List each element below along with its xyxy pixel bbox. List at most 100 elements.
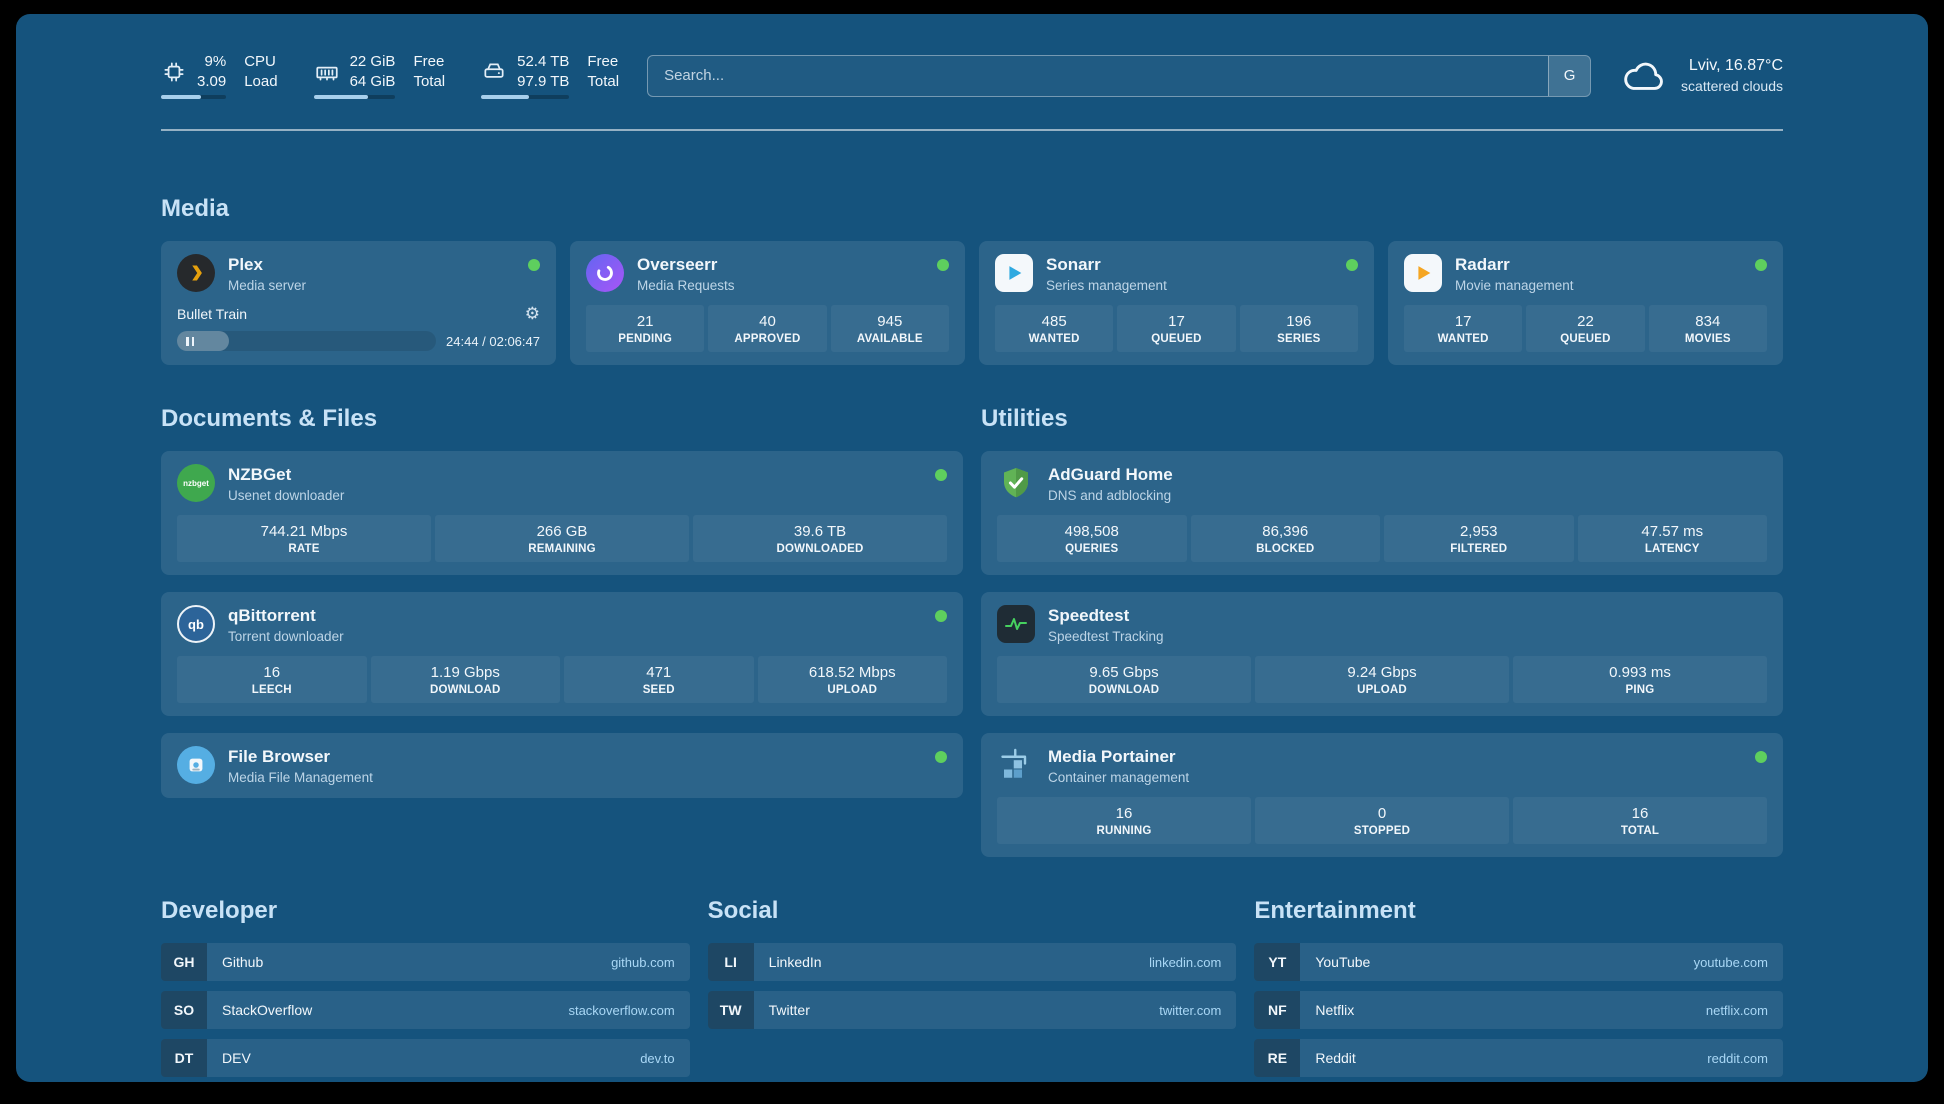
service-description: Media File Management — [228, 770, 373, 785]
stat-box: 16 RUNNING — [997, 797, 1251, 844]
disk-free-value: 52.4 TB — [517, 53, 570, 70]
service-description: Movie management — [1455, 278, 1574, 293]
service-description: DNS and adblocking — [1048, 488, 1172, 503]
bookmark-linkedin[interactable]: LI LinkedIn linkedin.com — [707, 943, 1237, 981]
media-section: Media Plex Media server — [161, 195, 1783, 365]
cpu-chip-icon — [161, 59, 187, 85]
social-section-title: Social — [707, 897, 779, 924]
portainer-card[interactable]: Media Portainer Container management 16 … — [981, 733, 1783, 857]
bookmark-github[interactable]: GH Github github.com — [161, 943, 690, 981]
playback-time: 24:44 / 02:06:47 — [446, 333, 540, 349]
bookmark-netflix[interactable]: NF Netflix netflix.com — [1254, 991, 1783, 1029]
stat-box: 21 PENDING — [586, 305, 705, 352]
stat-box: 17 QUEUED — [1117, 305, 1236, 352]
stackoverflow-icon: SO — [161, 991, 207, 1029]
stat-box: 47.57 ms LATENCY — [1577, 515, 1767, 562]
service-name: NZBGet — [228, 465, 292, 484]
adguard-shield-icon — [997, 464, 1035, 502]
stat-box: 9.65 Gbps DOWNLOAD — [997, 656, 1251, 703]
weather-location: Lviv, 16.87°C — [1688, 57, 1783, 74]
pause-icon[interactable] — [186, 336, 194, 346]
stat-box: 744.21 Mbps RATE — [177, 515, 431, 562]
youtube-icon: YT — [1254, 943, 1301, 981]
stat-box: 618.52 Mbps UPLOAD — [757, 656, 947, 703]
cpu-label: CPU — [244, 53, 276, 70]
stat-box: 2,953 FILTERED — [1384, 515, 1574, 562]
overseerr-card[interactable]: Overseerr Media Requests 21 PENDING 40 A… — [570, 241, 965, 365]
sonarr-icon — [995, 254, 1033, 292]
top-bar: 9% 3.09 CPU Load — [161, 52, 1783, 99]
social-bookmarks: Social LI LinkedIn linkedin.com TW Twitt… — [707, 897, 1237, 1039]
service-name: Media Portainer — [1048, 747, 1176, 766]
search-bar: G — [647, 54, 1592, 97]
stat-box: 9.24 Gbps UPLOAD — [1255, 656, 1509, 703]
radarr-card[interactable]: Radarr Movie management 17 WANTED 22 QUE… — [1388, 241, 1783, 365]
cpu-load-label: Load — [244, 72, 278, 90]
reddit-icon: RE — [1254, 1039, 1301, 1077]
bookmark-stackoverflow[interactable]: SO StackOverflow stackoverflow.com — [161, 991, 690, 1029]
stat-box: 945 AVAILABLE — [830, 305, 949, 352]
developer-bookmarks: Developer GH Github github.com SO StackO… — [161, 897, 690, 1082]
service-description: Media server — [228, 278, 307, 293]
weather-widget: Lviv, 16.87°C scattered clouds — [1621, 57, 1783, 94]
status-dot — [1755, 259, 1767, 271]
gear-icon[interactable]: ⚙ — [524, 304, 540, 323]
twitter-icon: TW — [707, 991, 754, 1029]
stat-box: 266 GB REMAINING — [435, 515, 689, 562]
disk-drive-icon — [481, 59, 507, 85]
adguard-card[interactable]: AdGuard Home DNS and adblocking 498,508 … — [981, 451, 1783, 575]
service-name: Overseerr — [637, 255, 718, 274]
stat-box: 834 MOVIES — [1648, 305, 1767, 352]
service-name: Radarr — [1455, 255, 1510, 274]
service-description: Usenet downloader — [228, 488, 345, 503]
disk-total-label: Total — [587, 72, 620, 90]
system-metrics: 9% 3.09 CPU Load — [161, 52, 619, 99]
stat-box: 40 APPROVED — [708, 305, 827, 352]
dev-icon: DT — [161, 1039, 207, 1077]
documents-section: Documents & Files nzbget NZBGet Usenet d… — [161, 405, 963, 798]
plex-card[interactable]: Plex Media server Bullet Train ⚙ — [161, 241, 556, 365]
bookmark-reddit[interactable]: RE Reddit reddit.com — [1254, 1039, 1783, 1077]
plex-player: 24:44 / 02:06:47 — [177, 331, 540, 351]
bookmark-dev[interactable]: DT DEV dev.to — [161, 1039, 690, 1077]
documents-section-title: Documents & Files — [161, 405, 378, 432]
sonarr-card[interactable]: Sonarr Series management 485 WANTED 17 Q… — [979, 241, 1374, 365]
service-description: Series management — [1046, 278, 1167, 293]
stat-box: 471 SEED — [564, 656, 754, 703]
radarr-icon — [1404, 254, 1442, 292]
search-input[interactable] — [648, 55, 1549, 96]
service-description: Media Requests — [637, 278, 735, 293]
service-name: Sonarr — [1046, 255, 1101, 274]
memory-free-label: Free — [413, 53, 445, 70]
github-icon: GH — [161, 943, 207, 981]
cloud-icon — [1621, 58, 1667, 94]
speedtest-icon — [997, 605, 1035, 643]
filebrowser-card[interactable]: File Browser Media File Management — [161, 733, 963, 798]
bookmark-twitter[interactable]: TW Twitter twitter.com — [707, 991, 1237, 1029]
stat-box: 22 QUEUED — [1526, 305, 1645, 352]
utilities-section-title: Utilities — [981, 405, 1068, 432]
bookmark-youtube[interactable]: YT YouTube youtube.com — [1254, 943, 1783, 981]
overseerr-icon — [586, 254, 624, 292]
linkedin-icon: LI — [707, 943, 754, 981]
playback-progress-bar[interactable] — [177, 331, 437, 351]
service-name: Plex — [228, 255, 263, 274]
status-dot — [528, 259, 540, 271]
nzbget-card[interactable]: nzbget NZBGet Usenet downloader 744.21 M… — [161, 451, 963, 575]
cpu-progress-bar — [161, 95, 227, 99]
speedtest-card[interactable]: Speedtest Speedtest Tracking 9.65 Gbps D… — [981, 592, 1783, 716]
qbittorrent-card[interactable]: qb qBittorrent Torrent downloader 16 LEE… — [161, 592, 963, 716]
status-dot — [935, 751, 947, 763]
search-engine-button[interactable]: G — [1548, 55, 1591, 96]
service-name: File Browser — [228, 747, 331, 766]
memory-widget: 22 GiB 64 GiB Free Total — [313, 52, 445, 99]
stat-box: 16 LEECH — [177, 656, 367, 703]
now-playing-title: Bullet Train — [177, 305, 248, 322]
cpu-usage-value: 9% — [204, 53, 227, 70]
developer-section-title: Developer — [161, 897, 278, 924]
service-description: Container management — [1048, 770, 1190, 785]
disk-total-value: 97.9 TB — [517, 72, 570, 90]
stat-box: 86,396 BLOCKED — [1190, 515, 1380, 562]
dashboard: 9% 3.09 CPU Load — [16, 14, 1928, 1082]
stat-box: 498,508 QUERIES — [997, 515, 1187, 562]
